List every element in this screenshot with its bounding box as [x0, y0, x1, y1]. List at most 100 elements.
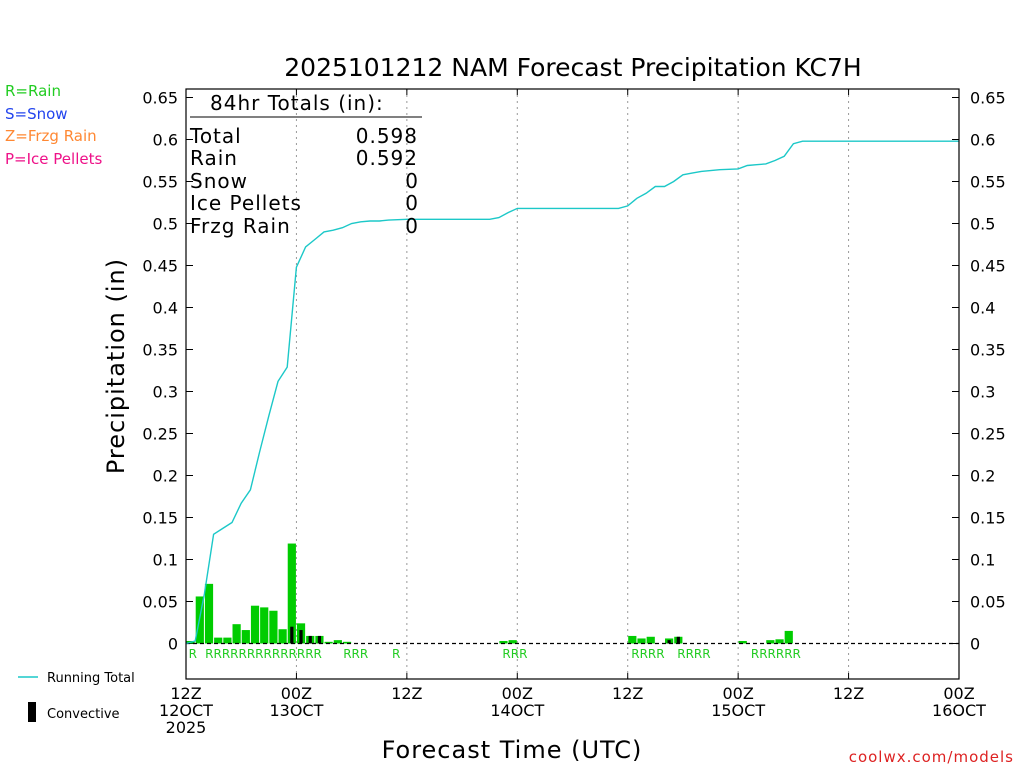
y-axis-right-ticks: 0 0.05 0.1 0.15 0.2 0.25 0.3 0.35 0.4 0.45 0.5 0.55… — [952, 89, 1006, 654]
running-total-line — [185, 140, 959, 645]
y-tick-label-left: 0.25 — [142, 425, 178, 444]
y-tick-label-right: 0.35 — [970, 341, 1006, 360]
legend-freezing-rain: Z=Frzg Rain — [5, 127, 97, 145]
precip-bar — [250, 605, 260, 644]
convective-bars — [290, 626, 680, 644]
y-tick-label-right: 0.2 — [970, 467, 995, 486]
precip-bar — [204, 583, 214, 644]
precip-bar — [260, 607, 269, 644]
precip-bar — [232, 624, 241, 644]
y-tick-label-left: 0.45 — [142, 257, 178, 276]
y-tick-label-right: 0.65 — [970, 89, 1006, 108]
precip-bar — [287, 543, 296, 644]
x-tick-label: 16OCT — [932, 701, 986, 720]
y-tick-label-left: 0.35 — [142, 341, 178, 360]
y-tick-label-left: 0.15 — [142, 509, 178, 528]
x-tick-label: 2025 — [166, 718, 207, 737]
ptype-label: RRR — [343, 647, 368, 661]
ptype-label: RRRR — [631, 647, 664, 661]
precip-bar — [738, 640, 747, 644]
legend-snow: S=Snow — [5, 105, 68, 123]
x-tick-label: 00Z — [722, 684, 753, 703]
totals-value-ice-pellets: 0 — [405, 191, 418, 215]
ptype-legend: R=Rain S=Snow Z=Frzg Rain P=Ice Pellets — [5, 82, 102, 168]
y-tick-label-left: 0.05 — [142, 593, 178, 612]
x-tick-label: 12Z — [170, 684, 201, 703]
y-tick-label-left: 0.3 — [153, 383, 178, 402]
totals-box: 84hr Totals (in): Total 0.598 Rain 0.592… — [189, 91, 422, 238]
y-tick-label-left: 0.6 — [153, 131, 178, 150]
y-tick-label-right: 0.15 — [970, 509, 1006, 528]
precip-bar — [637, 638, 646, 644]
precip-bar — [784, 630, 793, 644]
precip-bar — [766, 640, 775, 644]
bottom-legend: Running Total Convective — [18, 671, 135, 722]
y-tick-label-right: 0.3 — [970, 383, 995, 402]
totals-label-ice-pellets: Ice Pellets — [190, 191, 302, 215]
precip-bar — [342, 641, 352, 644]
running-total-legend-label: Running Total — [47, 671, 135, 686]
x-tick-label: 15OCT — [711, 701, 765, 720]
precip-bar — [775, 639, 784, 644]
ptype-label: R — [392, 647, 400, 661]
y-axis-left-ticks: 0 0.05 0.1 0.15 0.2 0.25 0.3 0.35 0.4 0.45 0.5 0.55… — [142, 89, 193, 654]
y-tick-label-left: 0.4 — [153, 299, 178, 318]
precip-bar — [269, 610, 278, 644]
precip-bar — [214, 637, 223, 644]
x-tick-label: 00Z — [281, 684, 312, 703]
convective-legend-label: Convective — [47, 707, 120, 722]
legend-rain: R=Rain — [5, 82, 61, 100]
x-tick-label: 00Z — [502, 684, 533, 703]
y-tick-label-left: 0.5 — [153, 215, 178, 234]
x-tick-label: 13OCT — [269, 701, 323, 720]
totals-label-rain: Rain — [190, 146, 238, 170]
x-tick-label: 12Z — [833, 684, 864, 703]
y-tick-label-right: 0.55 — [970, 173, 1006, 192]
y-tick-label-left: 0.65 — [142, 89, 178, 108]
convective-bar — [290, 626, 294, 644]
y-tick-label-left: 0.1 — [153, 551, 178, 570]
x-tick-label: 12Z — [391, 684, 422, 703]
precip-bar — [223, 637, 232, 644]
totals-value-snow: 0 — [405, 169, 418, 193]
totals-label-total: Total — [189, 124, 242, 148]
precip-bar — [278, 629, 287, 644]
convective-bar — [667, 640, 671, 644]
convective-bar — [676, 636, 680, 644]
precip-bar — [333, 640, 342, 644]
convective-swatch — [28, 702, 36, 722]
x-tick-label: 14OCT — [490, 701, 544, 720]
ptype-label: RRRRRRRRRRRRRR — [205, 647, 322, 661]
totals-label-freezing-rain: Frzg Rain — [190, 214, 291, 238]
ptype-label: R — [189, 647, 197, 661]
totals-value-rain: 0.592 — [356, 146, 418, 170]
ptype-labels: R RRRRRRRRRRRRRR RRR R RRR RRRR RRRR RRRRRR — [189, 647, 801, 661]
precip-bar — [646, 636, 655, 644]
y-tick-label-right: 0.45 — [970, 257, 1006, 276]
y-tick-label-right: 0 — [970, 635, 980, 654]
precip-bar — [241, 630, 250, 644]
totals-heading: 84hr Totals (in): — [210, 91, 384, 115]
y-axis-label: Precipitation (in) — [102, 258, 130, 474]
y-tick-label-right: 0.1 — [970, 551, 995, 570]
plot-frame — [185, 88, 960, 680]
legend-ice-pellets: P=Ice Pellets — [5, 150, 102, 168]
y-tick-label-left: 0 — [168, 635, 178, 654]
precip-bar — [499, 640, 508, 644]
x-tick-label: 12Z — [612, 684, 643, 703]
precip-bar — [324, 641, 333, 644]
grid-lines — [295, 89, 850, 679]
chart-title: 2025101212 NAM Forecast Precipitation KC… — [284, 53, 861, 82]
totals-label-snow: Snow — [190, 169, 248, 193]
precip-bar — [508, 640, 517, 644]
y-tick-label-left: 0.55 — [142, 173, 178, 192]
ptype-label: RRRRRR — [751, 647, 801, 661]
ptype-label: RRR — [502, 647, 527, 661]
convective-bar — [308, 635, 312, 644]
y-tick-label-left: 0.2 — [153, 467, 178, 486]
precip-bars — [186, 543, 793, 644]
totals-value-freezing-rain: 0 — [405, 214, 418, 238]
totals-value-total: 0.598 — [356, 124, 418, 148]
